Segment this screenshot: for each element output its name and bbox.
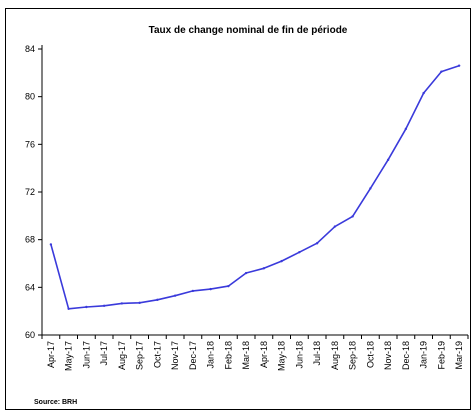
x-tick-label: Mar-19: [454, 341, 464, 370]
y-tick-label: 80: [25, 92, 35, 102]
x-tick-label: Oct-17: [152, 341, 162, 368]
data-point: [369, 187, 372, 190]
x-tick-label: Jan-19: [419, 341, 429, 369]
data-point: [280, 259, 283, 263]
plot-axes: [41, 45, 468, 336]
x-tick-label: Feb-18: [223, 341, 233, 370]
x-tick-label: Nov-17: [170, 341, 180, 370]
y-tick-label: 60: [25, 330, 35, 340]
chart-frame: Taux de change nominal de fin de période…: [5, 8, 471, 410]
data-point: [440, 70, 443, 73]
data-point: [404, 127, 408, 131]
data-point: [244, 271, 248, 275]
data-point: [351, 215, 354, 218]
data-point: [457, 64, 461, 67]
data-point: [120, 302, 124, 305]
data-point: [138, 301, 141, 305]
y-tick-label: 76: [25, 139, 35, 149]
x-tick-label: Oct-18: [365, 341, 375, 368]
x-tick-label: Jun-17: [81, 341, 91, 369]
data-point: [156, 298, 159, 302]
x-tick-label: Jan-18: [206, 341, 216, 369]
data-point: [386, 158, 390, 162]
data-point: [209, 287, 212, 291]
data-point: [333, 225, 337, 228]
data-point: [173, 294, 177, 297]
x-tick-label: Apr-17: [46, 341, 56, 368]
x-tick-label: Sep-18: [348, 341, 358, 370]
data-point: [298, 250, 301, 254]
y-tick-label: 64: [25, 282, 35, 292]
x-tick-label: Jul-17: [99, 341, 109, 366]
x-tick-label: Nov-18: [383, 341, 393, 370]
x-tick-label: Jul-18: [312, 341, 322, 366]
chart-title: Taux de change nominal de fin de période: [149, 25, 348, 36]
x-tick-label: Mar-18: [241, 341, 251, 370]
series-layer: [49, 64, 461, 310]
x-tick-label: Aug-18: [330, 341, 340, 370]
x-tick-label: Sep-17: [135, 341, 145, 370]
x-tick-label: Jun-18: [294, 341, 304, 369]
data-point: [85, 305, 88, 309]
y-tick-label: 68: [25, 235, 35, 245]
x-tick-label: Aug-17: [117, 341, 127, 370]
x-tick-label: Apr-18: [259, 341, 269, 368]
y-tick-label: 72: [25, 187, 35, 197]
data-point: [102, 304, 106, 308]
x-tick-label: May-17: [64, 341, 74, 371]
x-tick-label: Feb-19: [436, 341, 446, 370]
series-line: [50, 64, 460, 310]
line-chart: Taux de change nominal de fin de période…: [25, 25, 469, 406]
data-point: [49, 243, 53, 246]
y-tick-label: 84: [25, 44, 35, 54]
x-tick-label: May-18: [277, 341, 287, 371]
source-note: Source: BRH: [34, 399, 77, 406]
x-tick-label: Dec-17: [188, 341, 198, 370]
y-axis-ticks: 60 64 68 72 76 80 84: [25, 44, 42, 340]
data-point: [191, 289, 195, 293]
data-point: [67, 307, 70, 310]
data-point: [422, 91, 425, 95]
x-tick-label: Dec-18: [401, 341, 411, 370]
x-axis-ticks: Apr-17 May-17 Jun-17 Jul-17 Aug-17 Sep-17 Oct-…: [41, 335, 469, 371]
data-point: [315, 242, 319, 245]
data-point: [262, 267, 266, 270]
data-point: [227, 284, 230, 288]
